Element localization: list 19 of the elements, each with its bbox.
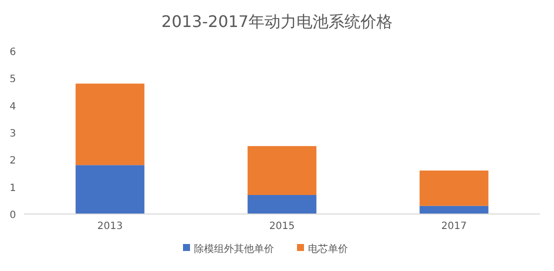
chart-title: 2013-2017年动力电池系统价格	[161, 12, 393, 31]
y-tick-label: 6	[10, 47, 16, 58]
y-tick-label: 3	[10, 128, 16, 140]
x-tick-label: 2015	[269, 221, 295, 232]
legend-label: 除模组外其他单价	[194, 243, 274, 255]
bar	[248, 194, 316, 214]
y-tick-label: 0	[10, 210, 16, 221]
legend-label: 电芯单价	[308, 243, 348, 255]
bar	[248, 146, 316, 195]
x-tick-label: 2013	[97, 221, 123, 232]
x-tick-label: 2017	[441, 221, 467, 232]
bar	[420, 170, 488, 206]
y-tick-label: 1	[10, 182, 16, 194]
y-tick-label: 5	[10, 74, 16, 86]
bar	[76, 165, 144, 214]
bar	[76, 84, 144, 166]
bar	[420, 206, 488, 214]
y-tick-label: 2	[10, 156, 16, 167]
y-tick-label: 4	[10, 101, 16, 112]
